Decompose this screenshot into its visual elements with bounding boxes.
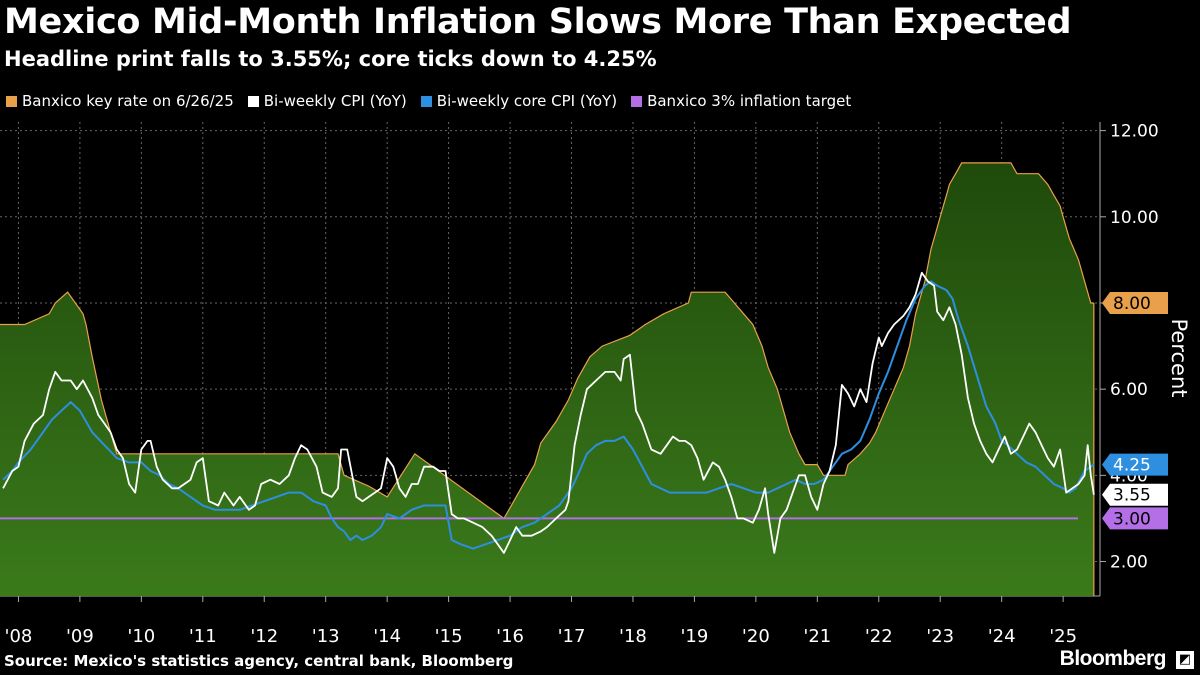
- x-tick-label: '18: [619, 626, 647, 647]
- x-tick-label: '19: [680, 626, 708, 647]
- legend-item-cpi: Bi-weekly CPI (YoY): [247, 92, 407, 110]
- rate-value-tag-shape: [1102, 291, 1168, 314]
- legend-label-core-cpi: Bi-weekly core CPI (YoY): [436, 92, 618, 110]
- x-tick-label: '12: [250, 626, 278, 647]
- chart-subtitle: Headline print falls to 3.55%; core tick…: [4, 47, 657, 71]
- legend-label-target: Banxico 3% inflation target: [647, 92, 852, 110]
- legend-item-target: Banxico 3% inflation target: [631, 92, 851, 110]
- x-tick-label: '11: [189, 626, 217, 647]
- x-tick-label: '16: [496, 626, 524, 647]
- y-tick-label: 10.00: [1110, 208, 1159, 228]
- x-tick-label: '25: [1049, 626, 1077, 647]
- cpi-line: [2, 271, 1095, 554]
- rate-value-tag: 8.00: [1102, 291, 1168, 314]
- legend: Banxico key rate on 6/26/25 Bi-weekly CP…: [6, 90, 865, 112]
- core-value-tag-text: 4.25: [1113, 456, 1151, 476]
- y-tick-label: 6.00: [1110, 380, 1148, 400]
- rate-line: [0, 162, 1094, 520]
- y-tick-label: 2.00: [1110, 553, 1148, 573]
- x-tick-label: '15: [435, 626, 463, 647]
- x-tick-label: '14: [373, 626, 401, 647]
- x-tick-label: '24: [988, 626, 1016, 647]
- y-tick-label: 12.00: [1110, 122, 1159, 142]
- target-value-tag-shape: [1102, 507, 1168, 530]
- cpi-value-tag-text: 3.55: [1113, 486, 1151, 506]
- x-tick-label: '10: [127, 626, 155, 647]
- brand-terminal-icon: ◩: [1176, 651, 1194, 669]
- legend-swatch-target: [631, 95, 643, 107]
- x-tick-label: '09: [66, 626, 94, 647]
- rate-area: [0, 162, 1094, 596]
- x-tick-label: '22: [865, 626, 893, 647]
- legend-swatch-cpi: [247, 95, 259, 107]
- core-value-tag: 4.25: [1102, 453, 1168, 476]
- x-tick-label: '08: [5, 626, 33, 647]
- legend-label-key-rate: Banxico key rate on 6/26/25: [22, 92, 234, 110]
- target-value-tag-text: 3.00: [1113, 509, 1151, 529]
- cpi-value-tag-shape: [1102, 483, 1168, 506]
- legend-swatch-core-cpi: [420, 95, 432, 107]
- x-tick-label: '13: [312, 626, 340, 647]
- source-note: Source: Mexico's statistics agency, cent…: [4, 652, 514, 670]
- x-tick-label: '17: [558, 626, 586, 647]
- x-tick-label: '21: [803, 626, 831, 647]
- x-tick-label: '20: [742, 626, 770, 647]
- chart-title: Mexico Mid-Month Inflation Slows More Th…: [4, 2, 1072, 42]
- brand-logo: Bloomberg: [1059, 647, 1167, 670]
- rate-value-tag-text: 8.00: [1113, 294, 1151, 314]
- legend-item-key-rate: Banxico key rate on 6/26/25: [6, 92, 234, 110]
- y-axis-title: Percent: [1167, 318, 1191, 397]
- legend-item-core-cpi: Bi-weekly core CPI (YoY): [420, 92, 618, 110]
- legend-label-cpi: Bi-weekly CPI (YoY): [263, 92, 407, 110]
- cpi-value-tag: 3.55: [1102, 483, 1168, 506]
- target-value-tag: 3.00: [1102, 507, 1168, 530]
- core-value-tag-shape: [1102, 453, 1168, 476]
- legend-swatch-key-rate: [6, 95, 17, 107]
- core-cpi-line: [2, 280, 1095, 550]
- x-tick-label: '23: [926, 626, 954, 647]
